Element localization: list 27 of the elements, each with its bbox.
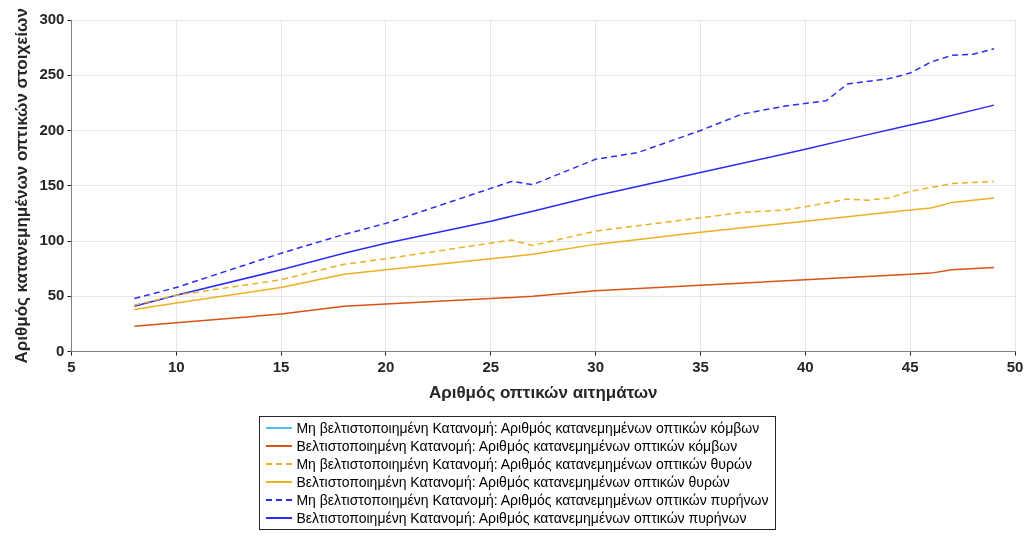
y-axis-title: Αριθμός κατανεμημένων οπτικών στοιχείων — [11, 8, 31, 364]
legend-label: Μη βελτιστοποιημένη Κατανομή: Αριθμός κατανεμημένων οπτικών κόμβων — [296, 419, 760, 437]
y-tick-label: 300 — [39, 10, 65, 28]
x-axis-title: Αριθμός οπτικών αιτημάτων — [428, 383, 658, 403]
x-tick-label: 20 — [377, 357, 395, 375]
x-tick-label: 50 — [1006, 357, 1024, 375]
x-tick-label: 45 — [901, 357, 919, 375]
y-tick-label: 50 — [47, 286, 65, 304]
x-tick-label: 10 — [167, 357, 185, 375]
y-tick-label: 150 — [39, 175, 65, 193]
legend-label: Βελτιστοποιημένη Κατανομή: Αριθμός κατανεμημένων οπτικών κόμβων — [296, 437, 738, 455]
x-tick-label: 5 — [67, 357, 76, 375]
x-tick-label: 15 — [272, 357, 290, 375]
legend-label: Μη βελτιστοποιημένη Κατανομή: Αριθμός κατανεμημένων οπτικών πυρήνων — [296, 491, 769, 509]
y-tick-label: 100 — [39, 231, 65, 249]
legend-label: Μη βελτιστοποιημένη Κατανομή: Αριθμός κατανεμημένων οπτικών θυρών — [296, 455, 752, 473]
y-tick-label: 0 — [56, 341, 65, 359]
legend-label: Βελτιστοποιημένη Κατανομή: Αριθμός κατανεμημένων οπτικών θυρών — [296, 473, 730, 491]
x-tick-label: 25 — [482, 357, 500, 375]
x-tick-label: 40 — [796, 357, 814, 375]
line-series — [133, 180, 995, 306]
line-series — [133, 47, 995, 300]
legend-label: Βελτιστοποιημένη Κατανομή: Αριθμός κατανεμημένων οπτικών πυρήνων — [296, 509, 747, 527]
y-tick-label: 200 — [39, 120, 65, 138]
y-tick-label: 250 — [39, 65, 65, 83]
x-tick-label: 35 — [692, 357, 709, 375]
x-tick-label: 30 — [587, 357, 604, 375]
